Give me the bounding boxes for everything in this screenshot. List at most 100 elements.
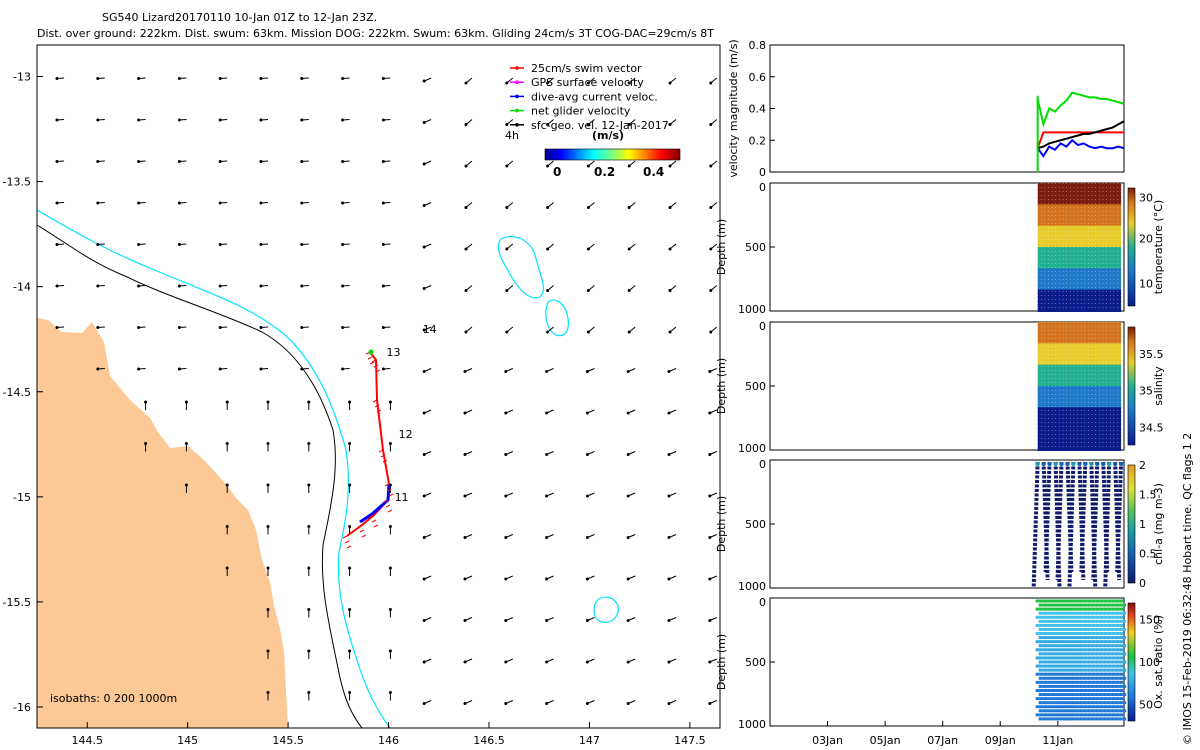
oxygen-profile-data [1035, 599, 1127, 721]
temperature-colorbar-tick: 10 [1139, 278, 1153, 291]
current-arrow [300, 77, 309, 80]
lon-tick-label: 146.5 [473, 734, 505, 747]
oxygen-ylabel: Depth (m) [715, 634, 728, 690]
current-arrow [626, 534, 636, 539]
current-arrow [668, 119, 677, 126]
current-arrow [585, 658, 595, 664]
velocity-ytick-label: 0.8 [749, 39, 767, 52]
current-arrow [586, 326, 595, 334]
current-arrow [586, 285, 595, 292]
current-arrow [341, 160, 350, 163]
current-arrow [668, 243, 677, 251]
swim-vector [344, 540, 350, 544]
time-axis: 03Jan 05Jan 07Jan 09Jan 11Jan [812, 721, 1073, 747]
oxygen-ytick-label: 500 [745, 656, 766, 669]
current-arrow [463, 368, 473, 373]
current-arrow [709, 77, 718, 85]
current-arrow [300, 118, 309, 122]
current-arrow [388, 608, 392, 618]
current-arrow [504, 700, 513, 705]
swim-vector [385, 504, 391, 508]
isobath-label: isobaths: 0 200 1000m [50, 692, 177, 705]
current-arrow [586, 202, 595, 209]
lat-tick-label: -13 [13, 71, 31, 84]
current-arrow [545, 575, 554, 581]
current-arrow [463, 575, 473, 581]
legend-entry: 25cm/s swim vector [510, 62, 642, 75]
salinity-profile-data [1037, 322, 1122, 451]
current-arrow [709, 243, 718, 251]
current-arrow [626, 617, 636, 622]
current-arrow [422, 409, 432, 415]
reef-outline-2 [545, 299, 570, 337]
current-arrow [422, 326, 432, 332]
current-arrow [464, 160, 473, 168]
current-arrow [464, 77, 473, 85]
chla-colorbar-tick: 1 [1139, 518, 1146, 531]
current-arrow [504, 492, 513, 498]
current-arrow [259, 367, 269, 371]
temperature-profile-data [1037, 183, 1122, 312]
svg-text:dive-avg current veloc.: dive-avg current veloc. [531, 90, 658, 103]
current-arrow [137, 367, 146, 371]
current-arrow [504, 368, 513, 373]
current-arrow [505, 326, 514, 334]
current-arrow [585, 492, 595, 498]
velocity-series-line [1037, 120, 1125, 150]
current-arrow [177, 118, 187, 122]
current-arrow [463, 492, 473, 498]
current-arrow [96, 284, 105, 288]
current-arrow [585, 368, 595, 373]
velocity-series-line [1036, 138, 1125, 158]
current-arrow [259, 326, 269, 329]
glider-start-marker [368, 349, 374, 355]
current-arrow [422, 285, 432, 290]
current-arrow [184, 483, 188, 493]
current-arrow [225, 566, 229, 576]
current-arrow [348, 566, 352, 576]
current-arrow [545, 368, 554, 373]
current-arrow [225, 442, 229, 452]
lon-tick-label: 147.5 [674, 734, 706, 747]
current-arrow [627, 202, 636, 209]
current-arrow [709, 326, 718, 334]
swim-vector [386, 488, 392, 492]
day-label: 14 [423, 323, 437, 336]
current-arrow [708, 368, 717, 373]
current-arrow [422, 119, 432, 124]
current-arrow [266, 400, 270, 410]
colorbar-unit-label: (m/s) [592, 129, 624, 142]
swim-vector [378, 449, 384, 453]
current-arrow [708, 492, 717, 498]
lat-tick-label: -15 [13, 491, 31, 504]
current-arrow [463, 451, 473, 456]
current-arrow [266, 525, 270, 535]
swim-vector [357, 524, 363, 528]
current-arrow [341, 326, 350, 329]
current-arrow [381, 284, 391, 288]
current-arrow [259, 201, 269, 205]
map-panel: 13 12 11 14 isobaths: 0 200 1000m [37, 45, 720, 728]
current-arrow [585, 451, 595, 456]
current-arrow [586, 77, 595, 85]
current-arrow [546, 326, 554, 334]
current-arrow [422, 368, 432, 373]
current-arrow [627, 77, 636, 85]
swim-vector [359, 529, 365, 533]
current-arrow [545, 700, 554, 705]
current-arrow [422, 202, 432, 207]
oxygen-colorbar [1127, 602, 1136, 722]
current-arrow [381, 201, 391, 205]
swim-vector [371, 519, 377, 523]
day-label: 11 [395, 491, 409, 504]
current-arrow [300, 243, 309, 246]
reef-outline-1 [497, 235, 544, 299]
current-arrow [137, 284, 146, 288]
current-arrow [505, 77, 514, 85]
current-arrow [546, 202, 554, 209]
current-arrow [55, 326, 65, 329]
isobath-200 [37, 224, 363, 728]
svg-text:GPS surface velocity: GPS surface velocity [531, 76, 644, 89]
